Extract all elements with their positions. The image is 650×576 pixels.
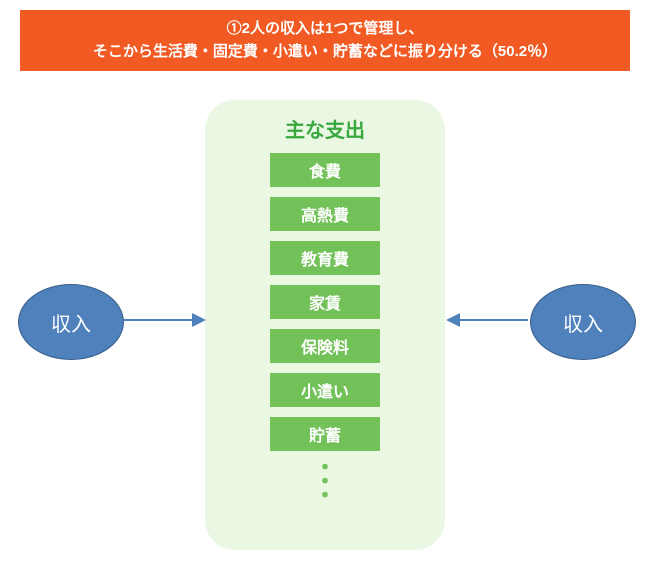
arrow-right-icon [458, 319, 528, 321]
arrow-left-icon [124, 319, 194, 321]
expense-item: 保険料 [270, 329, 380, 363]
expense-item: 教育費 [270, 241, 380, 275]
ellipsis-icon: ・・・ [205, 461, 445, 503]
expense-title: 主な支出 [205, 114, 445, 143]
income-right-label: 収入 [563, 308, 603, 337]
header-line1: ①2人の収入は1つで管理し、 [227, 20, 424, 37]
expense-item: 家賃 [270, 285, 380, 319]
expense-box: 主な支出 食費 高熱費 教育費 家賃 保険料 小遣い 貯蓄 ・・・ [205, 100, 445, 550]
income-left-node: 収入 [18, 284, 124, 360]
income-left-label: 収入 [51, 308, 91, 337]
expense-item: 食費 [270, 153, 380, 187]
expense-item: 小遣い [270, 373, 380, 407]
expense-item: 高熱費 [270, 197, 380, 231]
header-banner: ①2人の収入は1つで管理し、 そこから生活費・固定費・小遣い・貯蓄などに振り分け… [20, 10, 630, 71]
expense-item: 貯蓄 [270, 417, 380, 451]
income-right-node: 収入 [530, 284, 636, 360]
diagram-area: 主な支出 食費 高熱費 教育費 家賃 保険料 小遣い 貯蓄 ・・・ 収入 収入 [0, 90, 650, 570]
header-line2: そこから生活費・固定費・小遣い・貯蓄などに振り分ける（50.2％） [93, 43, 557, 60]
